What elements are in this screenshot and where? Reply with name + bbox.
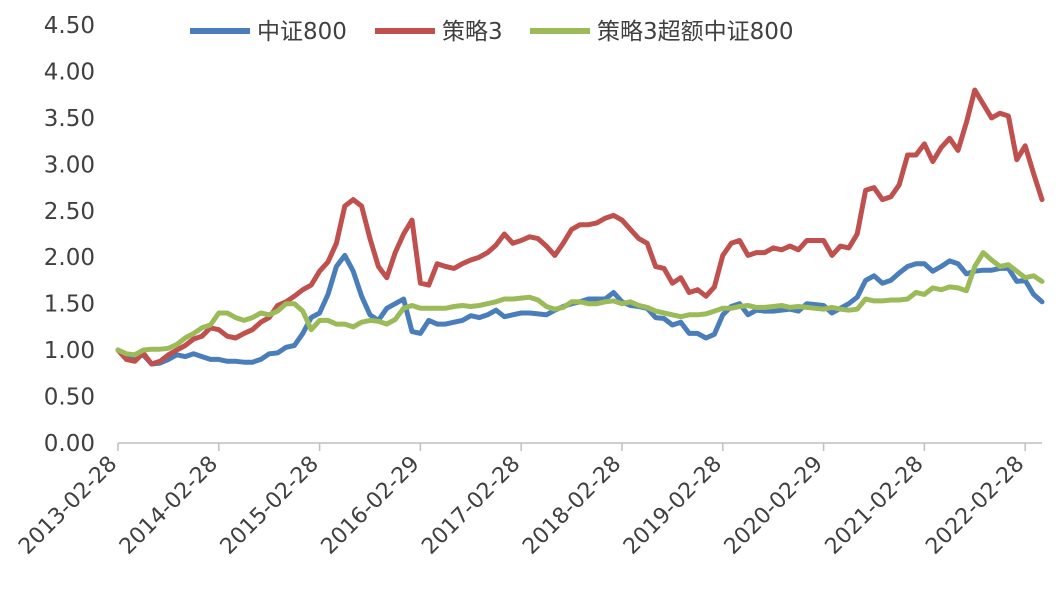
y-tick-label: 4.50 [44,13,95,39]
x-tick-label: 2022-02-28 [921,452,1029,560]
x-tick-label: 2018-02-28 [518,452,626,560]
x-tick-label: 2019-02-28 [619,452,727,560]
legend-label: 策略3超额中证800 [597,19,794,45]
legend-label: 策略3 [442,19,503,45]
x-tick-label: 2017-02-28 [417,452,525,560]
x-tick-label: 2016-02-29 [317,452,425,560]
x-tick-label: 2020-02-29 [720,452,828,560]
x-tick-label: 2015-02-28 [216,452,324,560]
series-line [115,87,1045,367]
x-tick-label: 2021-02-28 [821,452,929,560]
y-tick-label: 0.00 [44,431,95,457]
legend-label: 中证800 [257,19,347,45]
x-tick-label: 2014-02-28 [115,452,223,560]
legend: 中证800 策略3 策略3超额中证800 [190,19,794,45]
y-tick-label: 1.00 [44,338,95,364]
y-tick-label: 3.00 [44,152,95,178]
y-tick-label: 2.50 [44,199,95,225]
y-tick-label: 2.00 [44,245,95,271]
series-line [115,252,1045,367]
series-line [115,250,1045,358]
y-tick-label: 4.00 [44,59,95,85]
y-tick-label: 1.50 [44,292,95,318]
x-axis: 2013-02-282014-02-282015-02-282016-02-29… [14,442,1042,560]
series-lines [115,87,1045,367]
x-tick-label: 2013-02-28 [14,452,122,560]
y-tick-label: 0.50 [44,385,95,411]
y-axis-ticks: 0.00 0.50 1.00 1.50 2.00 2.50 3.00 3.50 4.00 4.50 [44,13,95,457]
y-tick-label: 3.50 [44,106,95,132]
